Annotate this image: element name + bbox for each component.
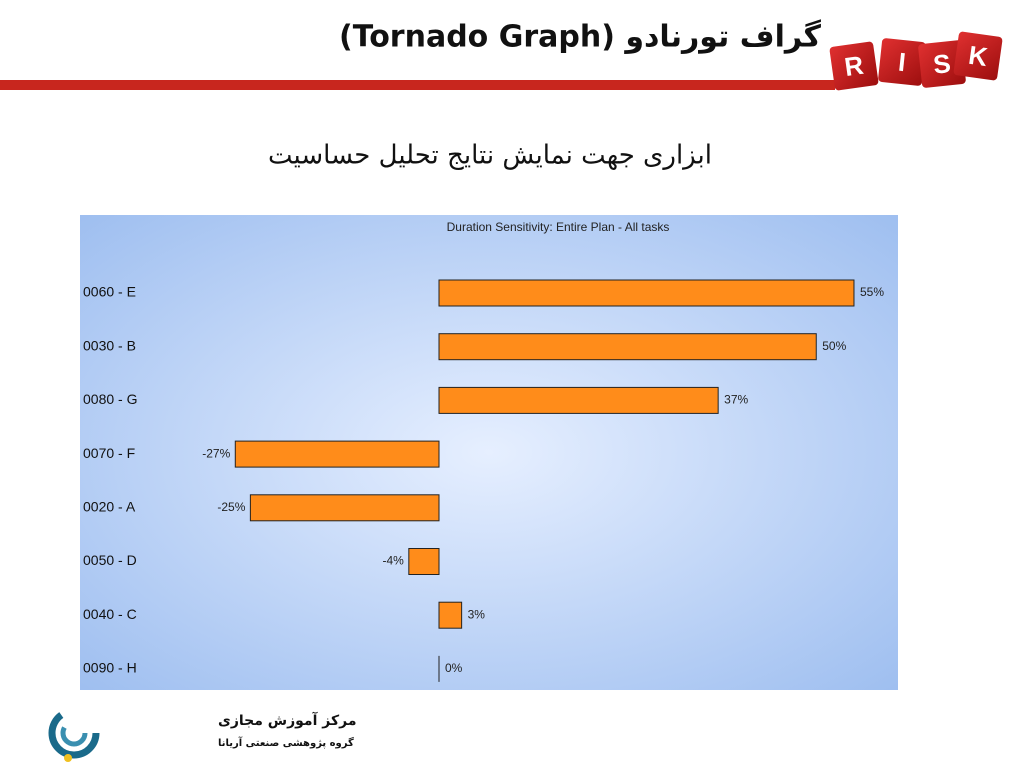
risk-cube: R bbox=[829, 41, 879, 91]
y-tick-label: 0050 - D bbox=[83, 552, 137, 568]
plot: 0060 - E 55% 0030 - B 50% 0080 - G 37% 0070 - … bbox=[83, 279, 884, 682]
bar bbox=[438, 333, 817, 361]
data-label: 55% bbox=[860, 285, 884, 299]
bar bbox=[249, 494, 440, 522]
cube-letter: K bbox=[967, 40, 990, 72]
bar bbox=[234, 440, 440, 468]
data-label: 50% bbox=[822, 339, 846, 353]
cube-face bbox=[953, 31, 1003, 81]
risk-cube: K bbox=[953, 31, 1003, 81]
y-tick-label: 0070 - F bbox=[83, 445, 135, 461]
cube-face bbox=[829, 41, 879, 91]
risk-cube: I bbox=[878, 38, 926, 86]
cube-letter: I bbox=[897, 47, 907, 78]
slide-subtitle: ابزاری جهت نمایش نتایج تحلیل حساسیت bbox=[268, 141, 712, 171]
data-label: -25% bbox=[217, 500, 245, 514]
data-label: -27% bbox=[202, 446, 230, 460]
bar bbox=[438, 601, 463, 629]
org-group: گروه پژوهشی صنعتی آریانا bbox=[218, 736, 354, 749]
y-tick-label: 0080 - G bbox=[83, 391, 137, 407]
slide-title: گراف تورنادو (Tornado Graph) bbox=[339, 19, 822, 55]
cube-letter: R bbox=[843, 50, 866, 82]
y-tick-label: 0090 - H bbox=[83, 660, 137, 676]
bar bbox=[408, 548, 440, 575]
data-label: 37% bbox=[724, 393, 748, 407]
data-label: 3% bbox=[468, 607, 486, 621]
logo-swirl bbox=[48, 707, 100, 759]
y-tick-label: 0020 - A bbox=[83, 499, 136, 515]
y-tick-label: 0060 - E bbox=[83, 284, 136, 300]
bar bbox=[438, 386, 719, 414]
bar bbox=[438, 279, 855, 307]
data-label: 0% bbox=[445, 661, 463, 675]
y-tick-label: 0030 - B bbox=[83, 337, 136, 353]
cube-letter: S bbox=[932, 48, 952, 80]
chart-title: Duration Sensitivity: Entire Plan - All … bbox=[447, 220, 670, 234]
cube-face bbox=[918, 40, 966, 88]
logo-dot bbox=[64, 754, 72, 762]
data-label: -4% bbox=[382, 554, 404, 568]
cube-face bbox=[878, 38, 926, 86]
org-name: مرکز آموزش مجازی bbox=[218, 711, 357, 729]
header-rule bbox=[0, 80, 835, 90]
risk-cube: S bbox=[918, 40, 966, 88]
footer-logo: مرکز آموزش مجازی گروه پژوهشی صنعتی آریان… bbox=[48, 707, 357, 762]
y-tick-label: 0040 - C bbox=[83, 606, 137, 622]
logo-swirl bbox=[60, 719, 88, 747]
